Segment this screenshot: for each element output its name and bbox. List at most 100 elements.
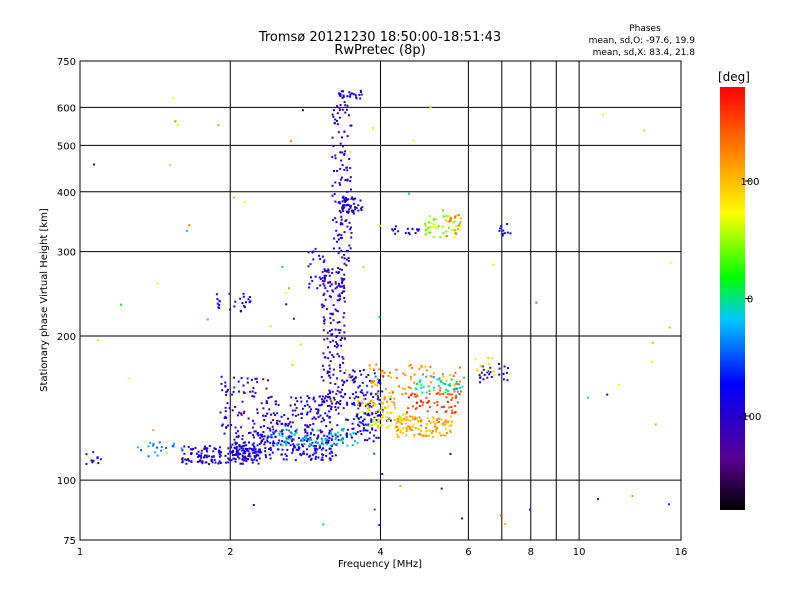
data-point-642: [271, 425, 274, 428]
data-point-1262: [370, 392, 373, 395]
data-point-1335: [373, 402, 375, 405]
data-point-1846: [291, 364, 294, 367]
data-point-1212: [345, 418, 348, 421]
data-point-1725: [458, 223, 461, 226]
data-point-1639: [442, 405, 445, 408]
data-point-1767: [478, 374, 481, 377]
data-point-1488: [425, 423, 428, 426]
data-point-1637: [433, 402, 436, 404]
data-point-1380: [399, 416, 402, 419]
data-point-211: [292, 443, 295, 446]
data-point-1516: [376, 392, 379, 395]
data-point-117: [185, 462, 188, 465]
data-point-61: [245, 457, 248, 460]
data-point-947: [336, 112, 339, 115]
data-point-133: [254, 448, 257, 451]
data-point-261: [229, 459, 232, 461]
data-point-1648: [433, 386, 436, 389]
data-point-551: [223, 417, 226, 419]
data-point-1570: [396, 376, 398, 379]
data-point-373: [323, 434, 326, 437]
data-point-1148: [245, 301, 247, 304]
data-point-1125: [311, 279, 314, 282]
data-point-1093: [346, 95, 349, 98]
data-point-1433: [402, 432, 404, 435]
data-point-233: [230, 459, 233, 462]
data-point-979: [334, 154, 337, 157]
data-point-1292: [362, 424, 365, 427]
data-point-607: [301, 412, 304, 415]
data-point-1308: [357, 403, 359, 406]
data-point-596: [333, 396, 335, 399]
data-point-1489: [417, 420, 420, 423]
data-point-428: [342, 428, 345, 431]
data-point-1438: [413, 435, 416, 438]
data-point-114: [253, 455, 256, 458]
data-point-1850: [670, 261, 673, 264]
data-point-823: [338, 299, 341, 302]
data-point-1506: [396, 434, 399, 437]
data-point-1156: [362, 429, 365, 432]
data-point-203: [266, 440, 269, 443]
data-point-1807: [500, 225, 503, 228]
data-point-852: [343, 331, 346, 334]
data-point-740: [325, 274, 328, 277]
data-point-1568: [373, 368, 376, 371]
data-point-759: [343, 312, 346, 315]
data-point-794: [328, 367, 331, 370]
data-point-1804: [499, 227, 502, 230]
data-point-1644: [426, 410, 429, 413]
data-point-696: [295, 406, 298, 409]
data-point-1067: [338, 201, 341, 204]
data-point-1389: [377, 418, 380, 421]
data-point-1830: [529, 508, 531, 511]
data-point-184: [309, 458, 312, 461]
data-point-1242: [373, 372, 376, 375]
data-point-742: [339, 366, 342, 369]
data-point-665: [291, 421, 294, 424]
data-point-1272: [379, 414, 382, 416]
data-point-565: [243, 410, 246, 413]
data-point-1266: [381, 390, 384, 393]
x-tick-label-7: 10: [573, 547, 586, 558]
data-point-1079: [341, 206, 344, 209]
data-point-1080: [352, 93, 355, 96]
data-point-1526: [376, 378, 379, 381]
data-point-1069: [347, 203, 350, 206]
data-point-1225: [377, 436, 380, 439]
data-point-1338: [366, 405, 369, 408]
data-point-756: [339, 403, 342, 405]
data-point-1249: [346, 432, 348, 435]
data-point-510: [226, 390, 229, 393]
data-point-224: [315, 451, 318, 454]
data-point-792: [325, 308, 328, 310]
data-point-699: [311, 429, 314, 432]
data-point-321: [277, 448, 280, 451]
data-point-45: [197, 450, 200, 453]
data-point-1163: [364, 423, 367, 426]
data-point-282: [313, 433, 316, 436]
data-point-1234: [363, 427, 365, 430]
data-point-1741: [411, 227, 414, 230]
data-point-1034: [357, 204, 360, 207]
data-point-155: [218, 449, 221, 452]
data-point-664: [321, 417, 324, 420]
data-point-1851: [232, 196, 235, 199]
data-point-545: [230, 424, 233, 427]
data-point-1569: [429, 365, 432, 368]
data-point-139: [183, 452, 186, 455]
data-point-1354: [379, 396, 382, 399]
data-point-1591: [395, 368, 398, 371]
data-point-504: [240, 426, 243, 429]
data-point-955: [339, 167, 342, 170]
data-point-1243: [345, 435, 348, 438]
data-point-1384: [368, 424, 371, 427]
data-point-618: [330, 400, 333, 403]
data-point-1058: [342, 210, 345, 212]
data-point-1571: [370, 380, 373, 383]
data-point-840: [342, 316, 345, 319]
data-point-1549: [407, 386, 410, 389]
data-point-805: [343, 372, 346, 374]
data-point-662: [294, 409, 297, 412]
data-point-862: [334, 281, 337, 284]
